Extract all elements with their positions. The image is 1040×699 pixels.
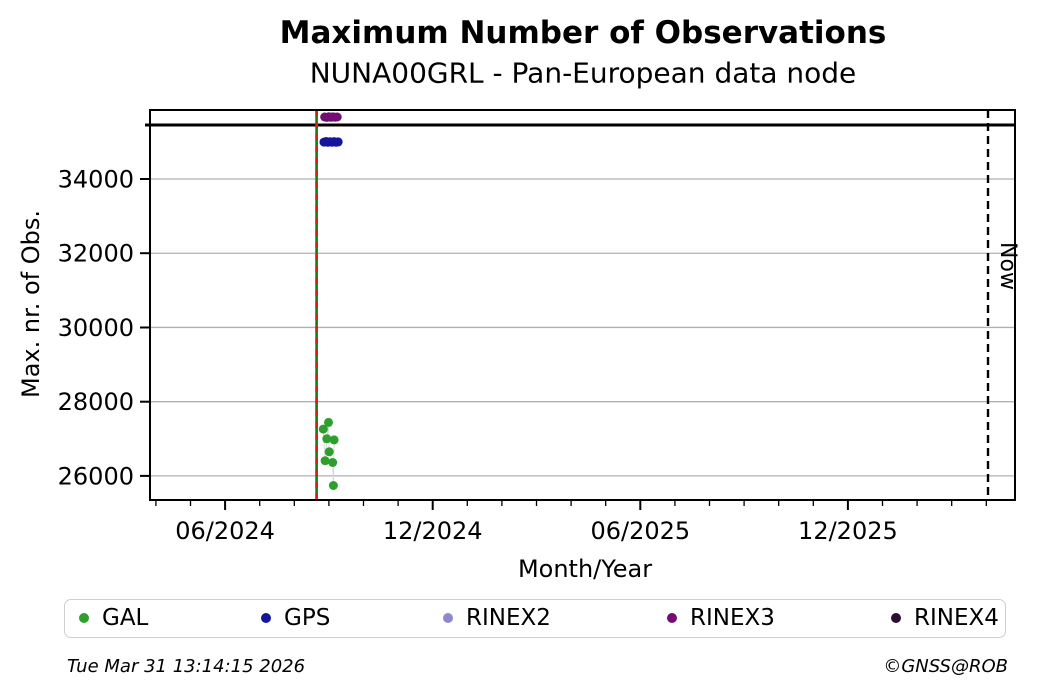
gal-marker-icon bbox=[79, 613, 89, 623]
legend-label-gal: GAL bbox=[102, 605, 149, 631]
data-point-gal bbox=[328, 481, 338, 490]
rinex4-marker-icon bbox=[891, 613, 901, 623]
legend-label-rinex2: RINEX2 bbox=[466, 605, 551, 631]
x-axis-label: Month/Year bbox=[517, 555, 653, 583]
rinex3-marker-icon bbox=[667, 613, 677, 623]
chart-title: Maximum Number of Observations bbox=[279, 15, 887, 51]
y-tick-label: 32000 bbox=[58, 240, 134, 268]
data-point-gal bbox=[318, 424, 328, 434]
legend-label-gps: GPS bbox=[284, 605, 331, 631]
copyright-credit: ©GNSS@ROB bbox=[883, 656, 1008, 677]
legend-item-rinex3: RINEX3 bbox=[667, 600, 775, 636]
x-tick-label: 06/2025 bbox=[590, 517, 690, 545]
now-label: Now bbox=[995, 242, 1020, 290]
data-point-gal bbox=[322, 434, 332, 444]
legend-label-rinex3: RINEX3 bbox=[690, 605, 775, 631]
data-point-gal bbox=[324, 447, 334, 457]
data-point-gps bbox=[333, 137, 343, 147]
x-tick-label: 06/2024 bbox=[175, 517, 275, 545]
legend-item-gal: GAL bbox=[79, 600, 148, 636]
y-tick-label: 34000 bbox=[58, 166, 134, 194]
legend-item-rinex2: RINEX2 bbox=[443, 600, 551, 636]
data-point-gal bbox=[328, 458, 338, 467]
legend-item-rinex4: RINEX4 bbox=[891, 600, 999, 636]
plot-border bbox=[149, 109, 1016, 501]
gps-marker-icon bbox=[261, 613, 271, 623]
data-point-gal bbox=[320, 456, 330, 466]
rinex2-marker-icon bbox=[443, 613, 453, 623]
y-tick-label: 28000 bbox=[58, 388, 134, 416]
plot-timestamp: Tue Mar 31 13:14:15 2026 bbox=[67, 656, 306, 677]
legend-item-gps: GPS bbox=[261, 600, 330, 636]
data-point-rinex3 bbox=[332, 112, 342, 122]
data-point-gal bbox=[329, 435, 339, 445]
y-axis-label: Max. nr. of Obs. bbox=[17, 209, 45, 399]
legend-label-rinex4: RINEX4 bbox=[914, 605, 999, 631]
data-point-gal bbox=[324, 417, 333, 427]
y-tick-label: 30000 bbox=[58, 314, 134, 342]
x-tick-label: 12/2025 bbox=[798, 517, 898, 545]
x-tick-label: 12/2024 bbox=[383, 517, 483, 545]
y-tick-label: 26000 bbox=[58, 462, 134, 490]
legend: GAL GPS RINEX2 RINEX3 RINEX4 bbox=[64, 599, 1006, 638]
chart-subtitle: NUNA00GRL - Pan-European data node bbox=[309, 56, 857, 90]
